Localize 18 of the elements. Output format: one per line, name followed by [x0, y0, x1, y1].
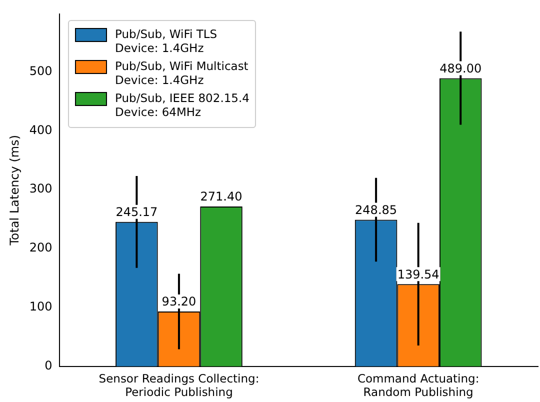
data-label: 271.40	[200, 190, 242, 204]
y-tick-label: 300	[29, 182, 52, 196]
legend-label: Pub/Sub, IEEE 802.15.4 Device: 64MHz	[115, 91, 250, 119]
x-tick-label: Command Actuating: Random Publishing	[357, 371, 480, 400]
y-tick-label: 200	[29, 240, 52, 255]
y-tick-label: 100	[29, 300, 52, 314]
x-tick-label: Sensor Readings Collecting: Periodic Publishing	[98, 371, 260, 400]
data-label: 245.17	[116, 205, 158, 220]
data-label: 139.54	[397, 267, 440, 282]
data-label: 489.00	[440, 61, 482, 76]
data-label: 93.20	[162, 294, 196, 309]
legend-label: Pub/Sub, WiFi Multicast Device: 1.4GHz	[115, 59, 248, 87]
y-tick-label: 400	[29, 122, 52, 137]
data-label: 248.85	[355, 202, 398, 217]
y-tick-label: 500	[29, 64, 52, 78]
y-tick-label: 0	[44, 358, 52, 373]
y-axis-title: Total Latency (ms)	[7, 135, 22, 246]
legend-label: Pub/Sub, WiFi TLS Device: 1.4GHz	[115, 27, 218, 55]
